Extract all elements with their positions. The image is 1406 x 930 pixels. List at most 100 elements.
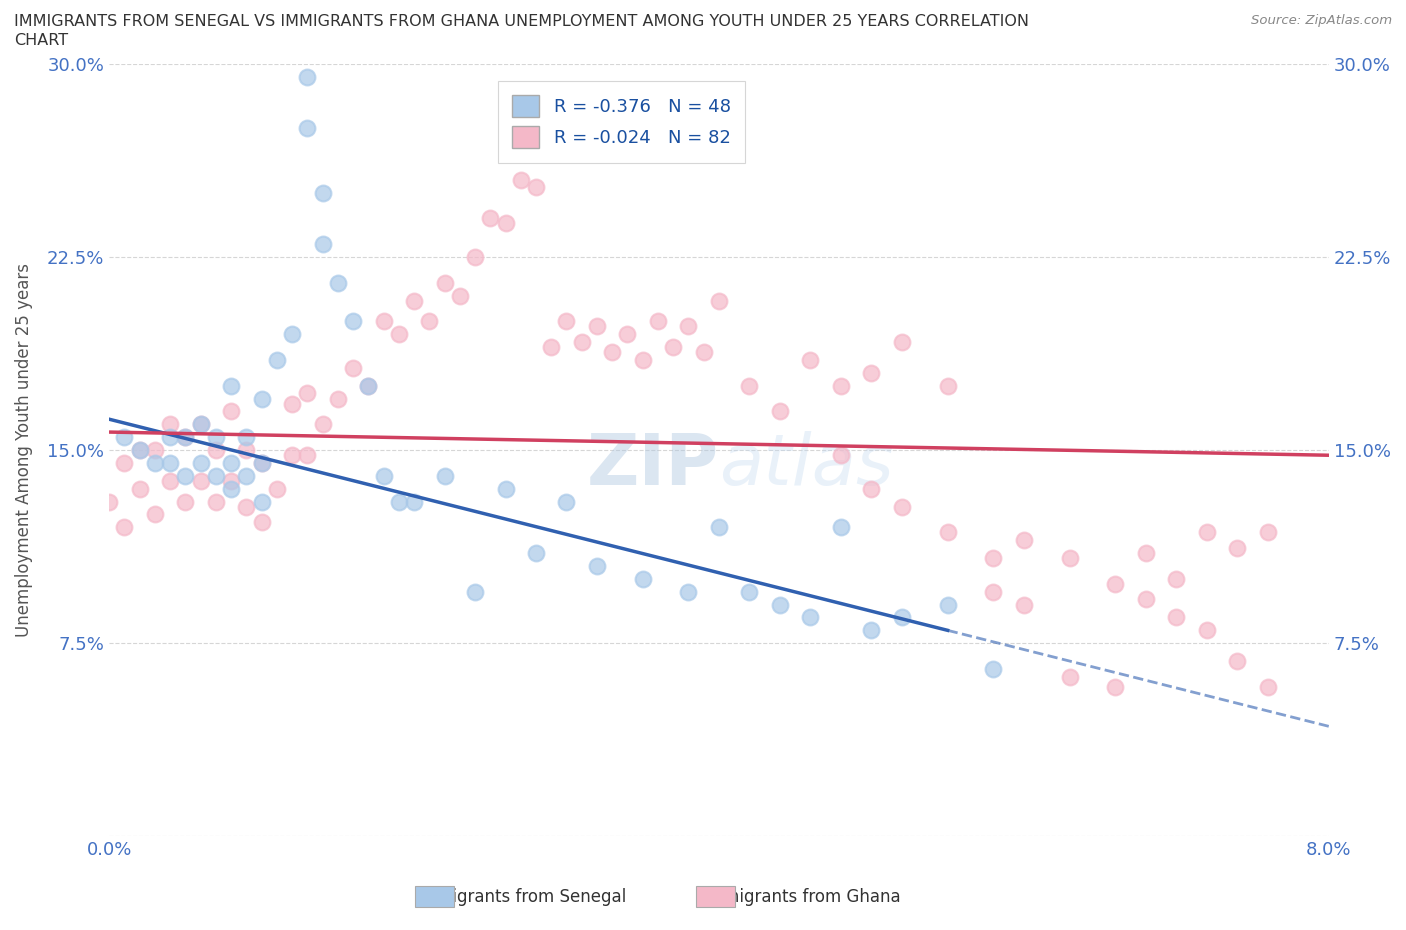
Point	[205, 443, 228, 458]
Point	[524, 546, 547, 561]
Point	[281, 326, 304, 341]
Point	[586, 319, 609, 334]
Point	[98, 494, 121, 509]
Point	[402, 293, 425, 308]
Point	[174, 430, 197, 445]
Point	[890, 335, 912, 350]
Point	[586, 559, 609, 574]
Point	[128, 443, 150, 458]
Point	[936, 597, 959, 612]
Point	[143, 507, 166, 522]
Point	[342, 314, 364, 329]
Point	[388, 326, 411, 341]
Text: IMMIGRANTS FROM SENEGAL VS IMMIGRANTS FROM GHANA UNEMPLOYMENT AMONG YOUTH UNDER : IMMIGRANTS FROM SENEGAL VS IMMIGRANTS FR…	[14, 14, 1029, 29]
Point	[174, 469, 197, 484]
Point	[174, 430, 197, 445]
Point	[631, 571, 654, 586]
Point	[297, 448, 319, 463]
Point	[799, 352, 821, 367]
Point	[311, 417, 333, 432]
Point	[769, 597, 792, 612]
Point	[1195, 623, 1218, 638]
Point	[571, 335, 593, 350]
Point	[373, 314, 395, 329]
Point	[983, 551, 1005, 565]
Point	[555, 314, 578, 329]
Point	[1226, 654, 1249, 669]
Point	[1012, 597, 1035, 612]
Point	[357, 379, 380, 393]
Point	[524, 180, 547, 195]
Text: Immigrants from Senegal: Immigrants from Senegal	[415, 888, 626, 907]
Point	[495, 216, 517, 231]
Point	[936, 379, 959, 393]
Point	[190, 417, 212, 432]
Point	[112, 456, 135, 471]
Point	[983, 584, 1005, 599]
Point	[297, 121, 319, 136]
Point	[449, 288, 471, 303]
Point	[266, 352, 288, 367]
Point	[830, 448, 852, 463]
Point	[112, 520, 135, 535]
Point	[1257, 680, 1279, 695]
Point	[159, 473, 181, 488]
Point	[830, 379, 852, 393]
Point	[1012, 533, 1035, 548]
Point	[647, 314, 669, 329]
Point	[219, 482, 242, 497]
Point	[1059, 670, 1081, 684]
Point	[678, 584, 700, 599]
Point	[860, 623, 883, 638]
Point	[860, 365, 883, 380]
Point	[464, 249, 486, 264]
Point	[860, 482, 883, 497]
Point	[235, 469, 257, 484]
Point	[509, 172, 531, 187]
Point	[250, 514, 273, 529]
Point	[1257, 525, 1279, 540]
Point	[143, 443, 166, 458]
Point	[616, 326, 638, 341]
Point	[402, 494, 425, 509]
Point	[281, 396, 304, 411]
Point	[128, 443, 150, 458]
Point	[205, 430, 228, 445]
Point	[190, 473, 212, 488]
Point	[174, 494, 197, 509]
Point	[1104, 577, 1126, 591]
Point	[1166, 610, 1188, 625]
Point	[830, 520, 852, 535]
Text: CHART: CHART	[14, 33, 67, 47]
Point	[205, 469, 228, 484]
Point	[219, 456, 242, 471]
Point	[707, 520, 730, 535]
Point	[373, 469, 395, 484]
Point	[143, 456, 166, 471]
Point	[326, 275, 349, 290]
Point	[662, 339, 685, 354]
Point	[678, 319, 700, 334]
Point	[495, 482, 517, 497]
Text: Immigrants from Ghana: Immigrants from Ghana	[702, 888, 901, 907]
Point	[297, 386, 319, 401]
Point	[219, 379, 242, 393]
Point	[219, 473, 242, 488]
Point	[235, 430, 257, 445]
Point	[983, 661, 1005, 676]
Point	[250, 392, 273, 406]
Point	[1226, 540, 1249, 555]
Point	[418, 314, 440, 329]
Point	[190, 456, 212, 471]
Point	[357, 379, 380, 393]
Point	[250, 494, 273, 509]
Point	[707, 293, 730, 308]
Point	[297, 69, 319, 84]
Point	[433, 275, 456, 290]
Point	[555, 494, 578, 509]
Point	[219, 404, 242, 418]
Point	[250, 456, 273, 471]
Point	[890, 499, 912, 514]
Point	[342, 360, 364, 375]
Point	[433, 469, 456, 484]
